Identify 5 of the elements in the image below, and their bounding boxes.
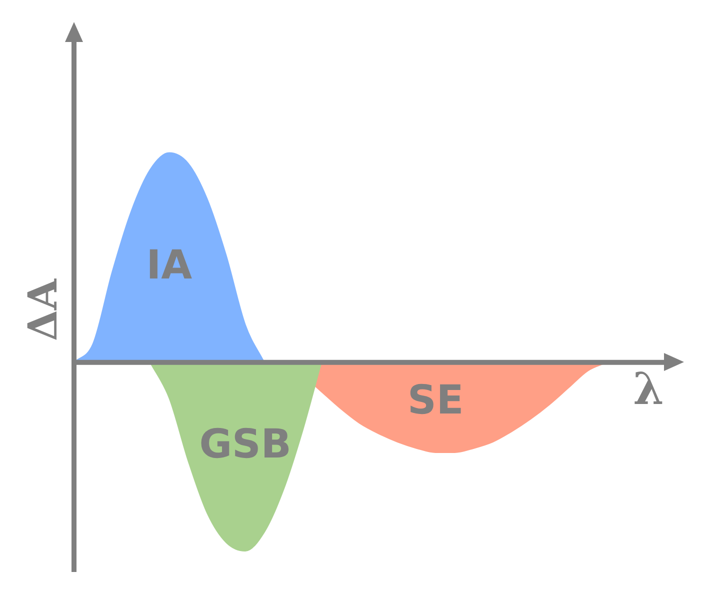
- y-axis-title: ΔA: [19, 278, 66, 342]
- series-label: SE: [408, 377, 464, 424]
- series-label: IA: [146, 242, 192, 288]
- series-label: GSB: [199, 422, 292, 468]
- x-axis-title: λ: [633, 364, 664, 416]
